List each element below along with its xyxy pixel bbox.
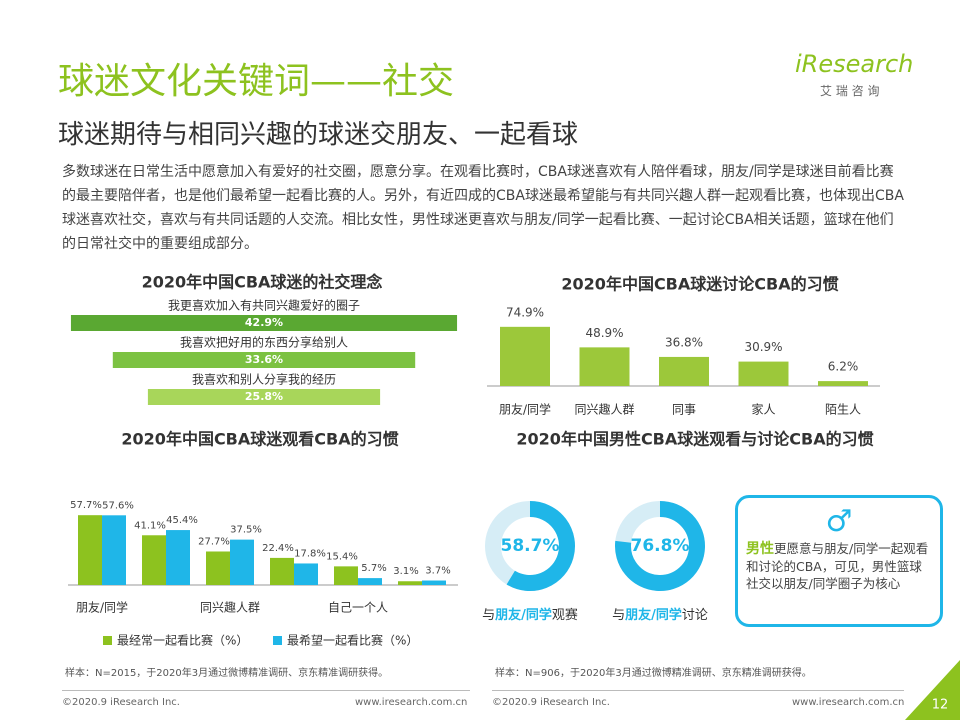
chart-title: 2020年中国男性CBA球迷观看与讨论CBA的习惯 (516, 430, 873, 449)
category-label: 同兴趣人群 (574, 402, 634, 417)
bar (659, 356, 709, 386)
bar (500, 326, 550, 386)
value-label: 36.8% (665, 335, 703, 349)
corner (905, 660, 960, 720)
value-label: 57.6% (102, 500, 134, 511)
bar (738, 361, 789, 386)
value-label: 27.7% (198, 536, 230, 547)
label-part: 与 (612, 608, 625, 623)
legend-label: 最经常一起看比赛（%） (117, 633, 248, 648)
subtitle: 球迷期待与相同兴趣的球迷交朋友、一起看球 (58, 120, 579, 150)
legend-label: 最希望一起看比赛（%） (287, 633, 418, 648)
label-part: 朋友/同学 (624, 607, 682, 623)
chart-title: 2020年中国CBA球迷的社交理念 (142, 273, 384, 292)
value-label: 76.8% (631, 536, 690, 556)
value-label: 15.4% (326, 551, 358, 562)
page-number: 12 (932, 698, 949, 713)
category-label: 我喜欢把好用的东西分享给别人 (180, 335, 348, 350)
value-label: 42.9% (245, 316, 283, 329)
label-part: 观赛 (552, 607, 578, 623)
donut-arc (506, 501, 575, 591)
bar (142, 535, 166, 585)
copyright: ©2020.9 iResearch Inc. (62, 697, 180, 708)
value-label: 3.1% (393, 566, 418, 577)
logo-sub: 艾 瑞 咨 询 (820, 84, 880, 98)
category-label: 朋友/同学 (76, 600, 128, 615)
category-label: 我更喜欢加入有共同兴趣爱好的圈子 (168, 298, 360, 313)
label-part: 讨论 (682, 608, 708, 623)
chart-title: 2020年中国CBA球迷观看CBA的习惯 (121, 430, 398, 449)
category-label: 我喜欢和别人分享我的经历 (192, 372, 336, 387)
note: 样本：N=906，于2020年3月通过微博精准调研、京东精准调研获得。 (495, 668, 812, 679)
bar (166, 530, 190, 585)
value-label: 74.9% (506, 305, 544, 319)
bar (270, 557, 294, 585)
label-part: 与 (482, 608, 495, 623)
bar (398, 581, 422, 585)
value-label: 3.7% (425, 566, 450, 577)
bar (358, 578, 382, 585)
bar (78, 515, 102, 585)
legend-swatch (103, 636, 112, 645)
donut-arc (615, 501, 705, 591)
callout: ♂ 男性更愿意与朋友/同学一起观看和讨论的CBA，可见，男性篮球社交以朋友/同学… (735, 495, 943, 627)
bar (334, 566, 358, 585)
note: 样本：N=2015，于2020年3月通过微博精准调研、京东精准调研获得。 (65, 668, 389, 679)
callout-text: 更愿意与朋友/同学一起观看和讨论的CBA，可见，男性篮球社交以朋友/同学圈子为核… (746, 541, 929, 591)
bar (579, 347, 630, 386)
male-icon: ♂ (825, 504, 853, 539)
bar (102, 515, 126, 585)
copyright: ©2020.9 iResearch Inc. (492, 697, 610, 708)
title: 球迷文化关键词——社交 (58, 61, 455, 102)
category-label: 自己一个人 (328, 601, 388, 615)
value-label: 5.7% (361, 563, 386, 574)
category-label: 同兴趣人群 (200, 600, 260, 615)
bar (206, 551, 230, 585)
value-label: 33.6% (245, 353, 283, 366)
bar (422, 580, 446, 585)
value-label: 25.8% (245, 390, 283, 403)
donut-label: 与朋友/同学讨论 (612, 607, 708, 623)
footer-rule (62, 690, 470, 691)
bar (818, 381, 868, 386)
category-label: 朋友/同学 (499, 402, 551, 417)
value-label: 58.7% (501, 536, 560, 556)
value-label: 48.9% (585, 326, 623, 340)
value-label: 37.5% (230, 525, 262, 536)
value-label: 22.4% (262, 543, 294, 554)
chart-title: 2020年中国CBA球迷讨论CBA的习惯 (561, 275, 838, 294)
callout-highlight: 男性 (746, 541, 774, 557)
logo: iResearch (795, 50, 914, 78)
category-label: 家人 (751, 402, 775, 417)
category-label: 陌生人 (825, 403, 861, 417)
url: www.iresearch.com.cn (355, 697, 468, 708)
donut-label: 与朋友/同学观赛 (482, 607, 578, 623)
bar (230, 539, 254, 585)
footer-rule (492, 690, 904, 691)
bar (112, 352, 416, 368)
legend-swatch (273, 636, 282, 645)
value-label: 41.1% (134, 520, 166, 531)
value-label: 30.9% (744, 340, 782, 354)
bar (70, 315, 458, 331)
intro: 多数球迷在日常生活中愿意加入有爱好的社交圈，愿意分享。在观看比赛时，CBA球迷喜… (62, 164, 904, 252)
value-label: 45.4% (166, 515, 198, 526)
bar (147, 389, 381, 405)
value-label: 57.7% (70, 500, 102, 511)
bar (294, 563, 318, 585)
category-label: 同事 (672, 403, 696, 417)
label-part: 朋友/同学 (494, 607, 552, 623)
value-label: 17.8% (294, 548, 326, 559)
value-label: 6.2% (828, 360, 859, 374)
url: www.iresearch.com.cn (792, 697, 905, 708)
